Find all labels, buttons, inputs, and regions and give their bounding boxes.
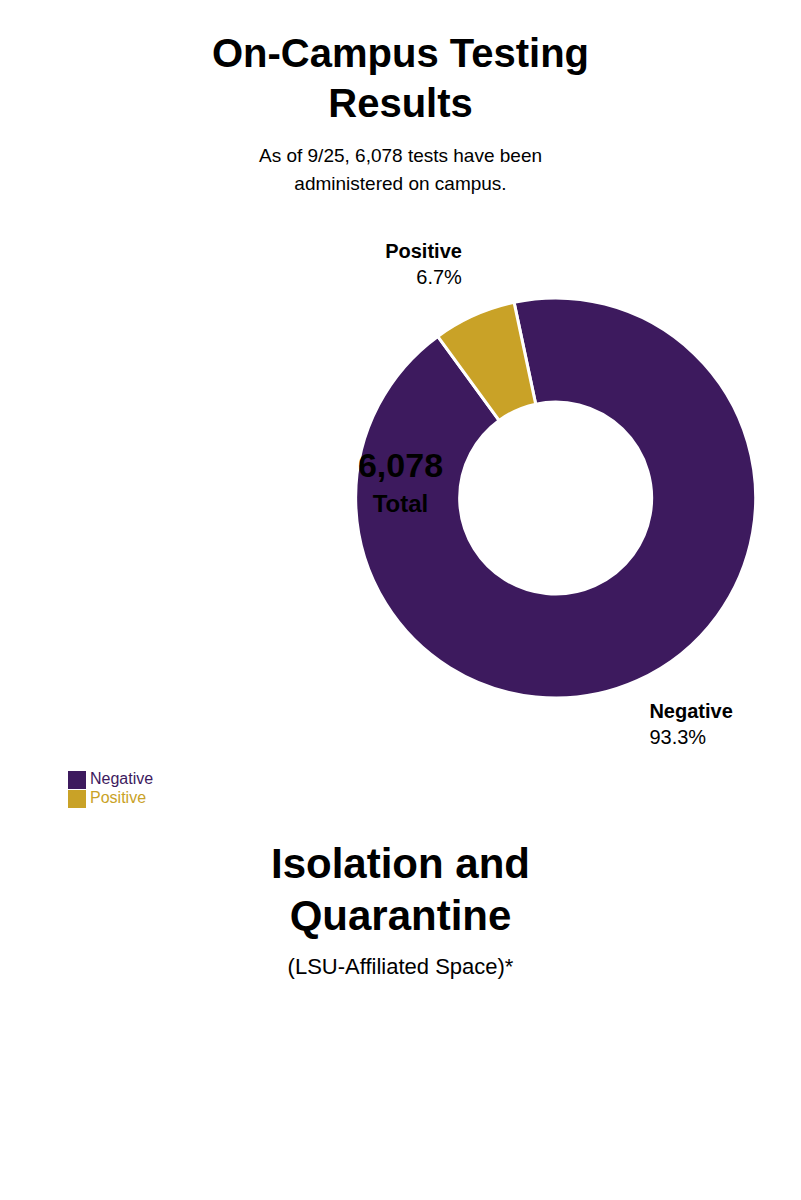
html-text:On-Campus Testing: On-Campus Testing xyxy=(212,31,589,75)
svg-text:6.7%: 6.7% xyxy=(416,266,462,288)
html-text:Negative: Negative xyxy=(90,770,154,788)
html-text:Isolation and: Isolation and xyxy=(271,840,530,887)
svg-text:93.3%: 93.3% xyxy=(649,726,706,748)
html-text:(LSU-Affiliated Space)*: (LSU-Affiliated Space)* xyxy=(287,954,514,979)
html-text:Positive: Positive xyxy=(90,789,146,807)
html-text:6,078: 6,078 xyxy=(358,446,443,484)
html-text:Results: Results xyxy=(328,81,473,125)
html-text:Total: Total xyxy=(372,490,429,517)
svg-text:Negative: Negative xyxy=(649,700,732,722)
svg-text:Positive: Positive xyxy=(385,240,462,262)
html-text:As of 9/25, 6,078 tests have b: As of 9/25, 6,078 tests have been xyxy=(259,145,542,166)
html-text:administered on campus.: administered on campus. xyxy=(294,173,507,194)
html-text:Quarantine: Quarantine xyxy=(289,892,512,939)
